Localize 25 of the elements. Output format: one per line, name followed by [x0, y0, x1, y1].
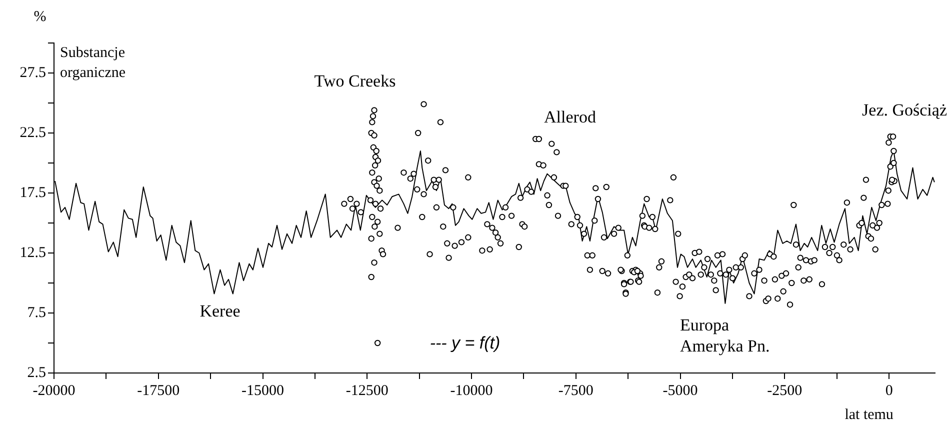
x-tick-label: -15000 — [242, 382, 284, 399]
x-tick-label: 0 — [885, 382, 893, 399]
annotation: --- y = f(t) — [430, 334, 500, 353]
text: Substancje organiczne — [60, 44, 126, 81]
y-tick-label: 7.5 — [27, 304, 46, 321]
y-tick-label: 22.5 — [20, 124, 46, 141]
x-tick-label: -20000 — [32, 382, 76, 399]
x-tick-label: -10000 — [450, 382, 493, 399]
annotation: Allerod — [544, 107, 596, 126]
x-axis-title: lat temu — [844, 406, 894, 423]
annotation: Two Creeks — [314, 71, 396, 90]
y-axis-title: % — [34, 8, 46, 25]
y-tick-label: 12.5 — [20, 244, 46, 261]
x-tick-label: -12500 — [346, 382, 388, 399]
annotation: Jez. Gościąż — [862, 100, 948, 120]
x-tick-label: -5000 — [662, 382, 698, 399]
x-tick-label: -7500 — [558, 382, 594, 399]
y-tick-label: 27.5 — [20, 64, 46, 81]
x-tick-label: -17500 — [137, 382, 180, 399]
annotation: Keree — [200, 301, 240, 320]
annotation: Ameryka Pn. — [680, 336, 770, 356]
annotation: Europa — [680, 315, 730, 334]
y-tick-label: 17.5 — [20, 184, 46, 201]
y-tick-label: 2.5 — [27, 364, 46, 381]
x-tick-label: -2500 — [767, 382, 802, 399]
